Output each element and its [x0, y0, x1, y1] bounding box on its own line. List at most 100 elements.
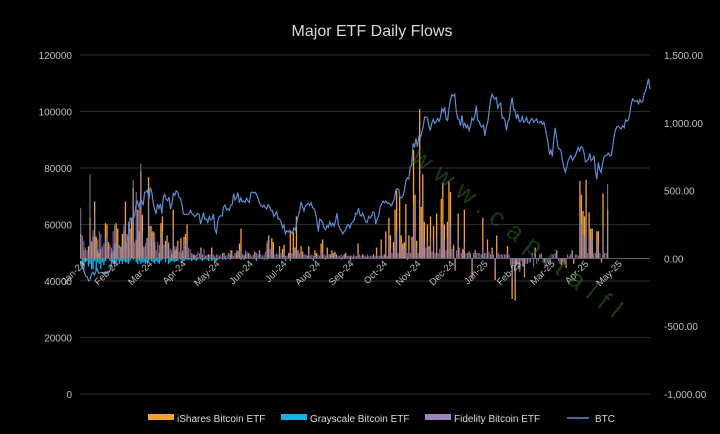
btc-line-series: [79, 78, 651, 282]
bar-2-26: [120, 250, 122, 259]
bar-2-234: [440, 228, 442, 259]
bar-0-249: [463, 209, 466, 259]
bar-0-211: [405, 204, 407, 259]
bar-0-225: [426, 224, 429, 259]
bar-2-199: [386, 255, 388, 259]
bar-2-27: [121, 246, 123, 259]
bar-2-315: [565, 258, 567, 262]
bar-1-49: [155, 258, 157, 262]
bar-2-215: [411, 247, 413, 259]
bar-2-76: [197, 251, 199, 259]
bar-0-227: [429, 216, 432, 259]
bar-2-5: [88, 252, 89, 259]
bar-2-113: [254, 252, 256, 259]
bar-2-210: [403, 248, 405, 259]
bar-2-173: [346, 255, 348, 259]
bar-2-211: [405, 233, 407, 259]
bar-0-157: [321, 239, 324, 259]
bar-2-73: [192, 254, 194, 259]
bar-1-15: [103, 258, 105, 266]
bar-2-298: [539, 254, 541, 259]
bar-2-44: [148, 194, 150, 259]
bar-2-270: [496, 250, 498, 259]
bar-2-115: [257, 254, 259, 259]
bar-2-74: [194, 254, 196, 259]
bar-2-241: [451, 248, 453, 259]
bar-1-169: [340, 258, 342, 260]
bar-2-96: [228, 252, 230, 259]
bar-2-143: [300, 254, 302, 259]
bar-2-272: [499, 254, 501, 259]
bar-2-334: [594, 252, 596, 259]
bar-2-246: [459, 247, 461, 259]
bar-0-195: [380, 239, 382, 259]
bar-2-151: [312, 255, 314, 259]
bar-1-65: [180, 258, 182, 260]
bar-2-187: [368, 255, 370, 259]
left-tick-label-3: 60000: [44, 221, 72, 232]
bar-2-84: [209, 254, 211, 259]
bar-2-111: [251, 255, 253, 259]
bar-2-154: [317, 254, 319, 259]
bar-2-61: [174, 246, 176, 259]
bar-2-230: [434, 252, 436, 259]
bar-2-63: [177, 242, 179, 259]
legend: iShares Bitcoin ETF Grayscale Bitcoin ETF…: [148, 414, 615, 425]
bar-2-249: [463, 242, 465, 259]
bar-0-223: [423, 221, 425, 259]
bar-0-136: [289, 231, 291, 259]
bar-2-130: [280, 252, 282, 259]
bar-1-38: [138, 258, 140, 262]
series-fidelity-bitcoin-etf: [80, 163, 609, 293]
bar-2-275: [503, 254, 505, 259]
bar-2-112: [252, 254, 254, 259]
bar-1-34: [132, 258, 134, 260]
bar-2-251: [466, 252, 468, 259]
bar-2-6: [89, 174, 91, 259]
bar-1-28: [123, 258, 125, 262]
bar-2-153: [316, 255, 317, 259]
bar-2-60: [172, 228, 174, 259]
bar-2-323: [577, 255, 579, 259]
bar-2-20: [111, 247, 113, 259]
bar-2-146: [305, 254, 307, 259]
bar-2-218: [416, 247, 418, 259]
bar-1-119: [263, 258, 265, 260]
bar-2-206: [397, 252, 399, 259]
bar-2-71: [189, 248, 191, 259]
bar-2-250: [465, 252, 467, 259]
bar-2-32: [129, 231, 131, 259]
bar-2-19: [109, 244, 111, 259]
bar-2-186: [366, 254, 368, 259]
bar-2-86: [212, 254, 214, 259]
bar-2-181: [359, 254, 361, 259]
bar-1-104: [240, 258, 242, 260]
bar-2-149: [309, 255, 311, 259]
bar-1-27: [121, 258, 124, 264]
bar-2-166: [336, 254, 337, 259]
bar-2-217: [414, 231, 416, 259]
bar-2-15: [103, 243, 105, 259]
bar-1-14: [101, 258, 103, 263]
bar-1-159: [325, 258, 327, 260]
bar-0-192: [375, 247, 378, 259]
bar-2-233: [439, 248, 441, 259]
bar-2-85: [211, 252, 213, 259]
bar-2-330: [588, 231, 590, 259]
bar-2-54: [163, 244, 165, 259]
bar-1-212: [406, 258, 409, 260]
bar-1-60: [172, 258, 174, 262]
bar-2-168: [339, 255, 341, 259]
bar-2-114: [255, 252, 257, 259]
bar-2-52: [160, 236, 162, 259]
bar-2-212: [406, 252, 408, 259]
bar-2-75: [195, 254, 197, 259]
bar-2-10: [95, 247, 97, 259]
bar-2-321: [574, 254, 576, 259]
bar-0-207: [399, 196, 401, 259]
bar-2-303: [547, 258, 549, 263]
bar-2-189: [371, 255, 373, 259]
bar-2-122: [268, 242, 270, 259]
bar-2-125: [272, 250, 274, 259]
bar-2-120: [265, 251, 267, 259]
